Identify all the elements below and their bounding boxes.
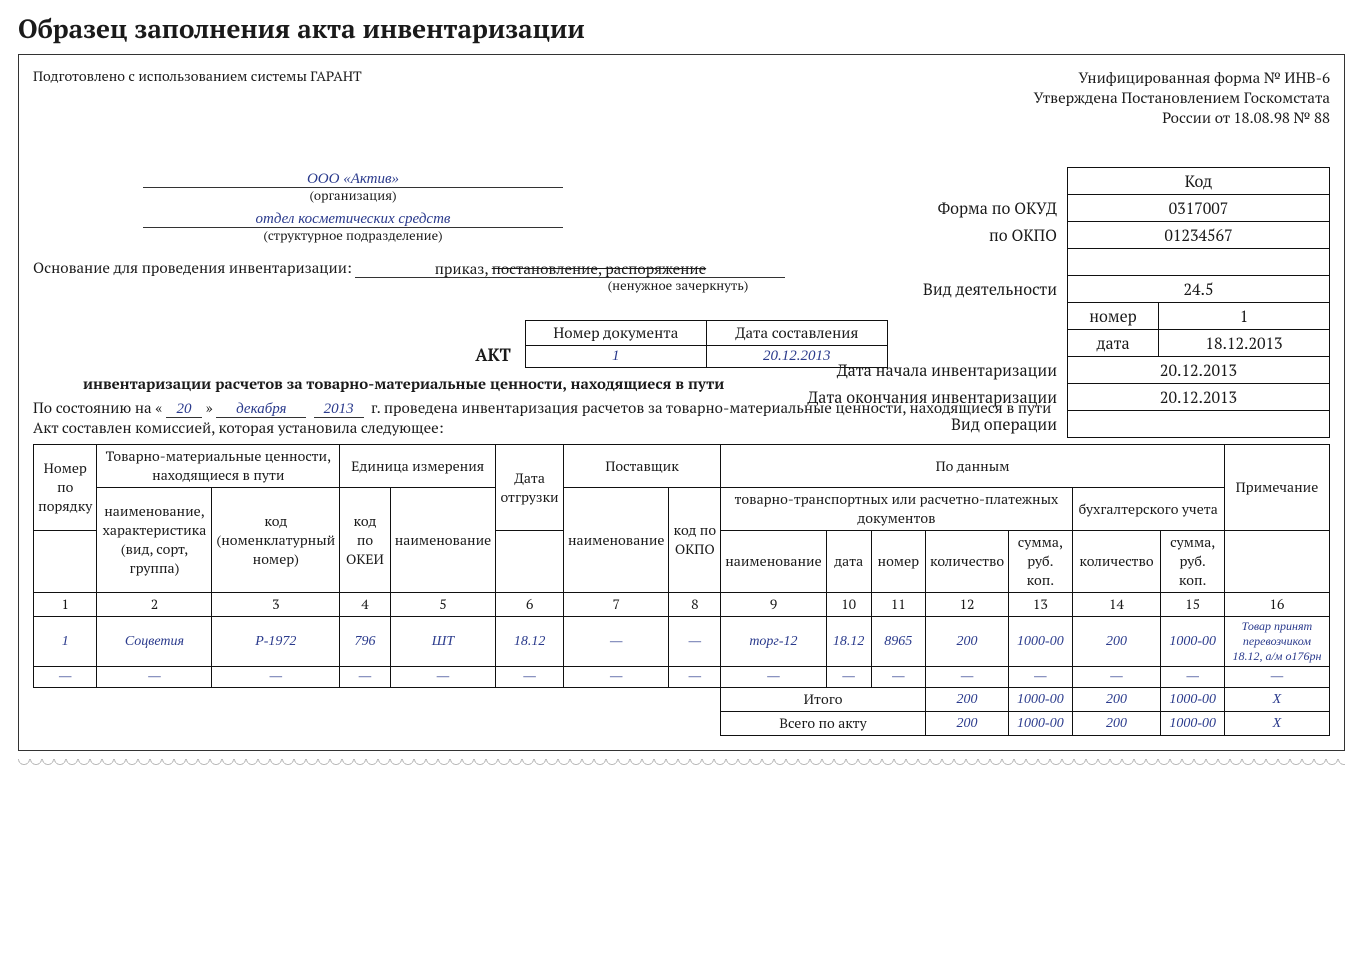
form-header-line2: Утверждена Постановлением Госкомстата <box>33 88 1330 108</box>
doc-mini-h1: Номер документа <box>525 321 706 346</box>
th-s6b1: количество <box>1072 531 1161 593</box>
form-header-line3: России от 18.08.98 № 88 <box>33 108 1330 128</box>
th-s6a1: наименование <box>721 531 826 593</box>
act-word: АКТ <box>475 343 511 368</box>
asof-day: 20 <box>166 401 202 419</box>
codes-sublabel-nomer: номер <box>1068 303 1159 329</box>
codes-label-okpo: по ОКПО <box>797 222 1067 249</box>
th-c7: Примечание <box>1224 445 1329 531</box>
th-s6a: товарно-транспортных или расчетно-платеж… <box>721 488 1072 531</box>
asof-year: 2013 <box>314 401 364 419</box>
codes-value-start: 20.12.2013 <box>1068 357 1330 384</box>
th-c6: По данным <box>721 445 1225 488</box>
codes-label-vid: Вид деятельности <box>797 276 1067 303</box>
th-s6a5: сумма, руб. коп. <box>1009 531 1072 593</box>
th-s6a4: количество <box>925 531 1008 593</box>
table-row: —— —— —— —— —— —— —— —— <box>34 667 1330 688</box>
th-s6a3: номер <box>871 531 925 593</box>
codes-value-okud: 0317007 <box>1068 195 1330 222</box>
codes-sublabel-data: дата <box>1068 330 1159 356</box>
codes-label-start: Дата начала инвентаризации <box>797 357 1067 384</box>
th-c2: Товарно-материальные ценности, находящие… <box>97 445 340 488</box>
th-s5b: код по ОКПО <box>669 488 721 593</box>
codes-value-nomer: 1 <box>1159 303 1330 329</box>
th-c5: Поставщик <box>563 445 720 488</box>
th-s2a: наименование, характеристика (вид, сорт,… <box>97 488 212 593</box>
codes-label-oper: Вид операции <box>797 411 1067 438</box>
asof-month: декабря <box>216 401 306 419</box>
page-title: Образец заполнения акта инвентаризации <box>18 12 1345 46</box>
codes-value-data: 18.12.2013 <box>1159 330 1330 356</box>
th-s6b: бухгалтерского учета <box>1072 488 1224 531</box>
th-s2b: код (номенклатурный номер) <box>212 488 340 593</box>
codes-label-okud: Форма по ОКУД <box>797 195 1067 222</box>
col-numbers-row: 1234 5678 9101112 13141516 <box>34 593 1330 617</box>
th-c1: Номер по порядку <box>34 445 97 531</box>
org-caption: (организация) <box>33 186 673 204</box>
totals-vsego-row: Всего по акту 200 1000-00 200 1000-00 Х <box>34 712 1330 736</box>
itogo-label: Итого <box>721 688 926 712</box>
codes-box: Код Форма по ОКУД0317007 по ОКПО01234567… <box>797 167 1330 438</box>
th-s3a: код по ОКЕИ <box>340 488 391 593</box>
dept-caption: (структурное подразделение) <box>33 226 673 244</box>
document-frame: Подготовлено с использованием системы ГА… <box>18 54 1345 751</box>
codes-head: Код <box>1068 168 1330 195</box>
codes-value-okpo: 01234567 <box>1068 222 1330 249</box>
torn-edge <box>18 759 1345 769</box>
codes-value-oper <box>1068 411 1330 438</box>
codes-value-vid: 24.5 <box>1068 276 1330 303</box>
th-c3: Единица измерения <box>340 445 496 488</box>
codes-value-empty <box>1068 249 1330 276</box>
codes-label-end: Дата окончания инвентаризации <box>797 384 1067 411</box>
th-s6b2: сумма, руб. коп. <box>1161 531 1224 593</box>
basis-keep: приказ, <box>435 259 488 279</box>
th-s6a2: дата <box>826 531 871 593</box>
basis-label: Основание для проведения инвентаризации: <box>33 258 352 278</box>
main-table: Номер по порядку Товарно-материальные це… <box>33 444 1330 736</box>
vsego-label: Всего по акту <box>721 712 926 736</box>
table-row: 1Соцветия Р-1972796 ШТ18.12 —— торг-1218… <box>34 617 1330 667</box>
th-s3b: наименование <box>390 488 495 593</box>
codes-value-end: 20.12.2013 <box>1068 384 1330 411</box>
th-s5a: наименование <box>563 488 668 593</box>
th-c4: Дата отгрузки <box>496 445 564 531</box>
doc-mini-v1: 1 <box>525 346 706 368</box>
totals-itogo-row: Итого 200 1000-00 200 1000-00 Х <box>34 688 1330 712</box>
